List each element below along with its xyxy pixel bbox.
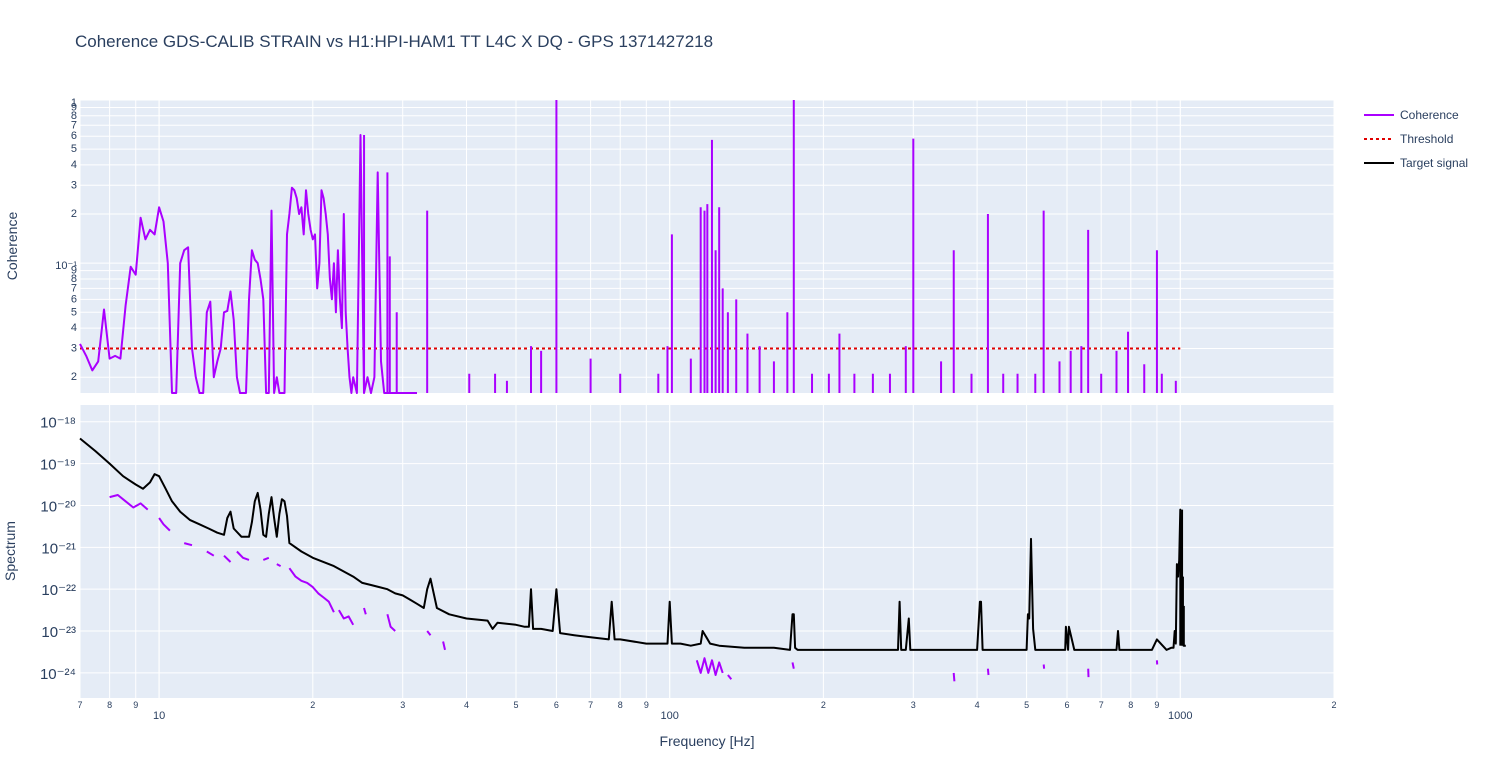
coherent-part-segment — [276, 563, 282, 567]
x-tick-label: 5 — [1024, 700, 1029, 710]
x-tick-label: 9 — [133, 700, 138, 710]
coherence-y-tick-label: 6 — [71, 130, 77, 142]
coherent-part-segment — [426, 630, 432, 636]
coherence-y-tick-label: 6 — [71, 293, 77, 305]
coherence-y-tick-label: 2 — [71, 371, 77, 383]
coherent-part-segment — [223, 554, 232, 563]
coherence-y-tick-label: 3 — [71, 179, 77, 191]
coherent-part-segment — [183, 542, 193, 547]
x-tick-label: 7 — [1099, 700, 1104, 710]
coherence-y-tick-label: 3 — [71, 342, 77, 354]
coherence-y-tick-label: 8 — [71, 110, 77, 122]
coherent-part-segment — [986, 668, 990, 676]
coherent-part-segment — [338, 609, 355, 626]
coherent-part-segment — [206, 550, 215, 557]
x-tick-label: 2 — [310, 700, 315, 710]
x-tick-label: 8 — [1128, 700, 1133, 710]
coherence-y-tick-label: 10⁻¹ — [55, 260, 77, 272]
coherent-part-segment — [109, 494, 149, 511]
coherence-axis-title: Coherence — [4, 212, 20, 281]
coherence-line — [79, 134, 417, 394]
legend: Coherence Threshold Target signal — [1364, 108, 1468, 170]
coherence-y-tick-label: 4 — [71, 322, 77, 334]
x-tick-label: 9 — [1154, 700, 1159, 710]
spectrum-axis-title: Spectrum — [2, 521, 18, 581]
coherent-part-segment — [158, 517, 171, 532]
coherence-y-tick-label: 4 — [71, 159, 77, 171]
legend-label: Threshold — [1400, 132, 1453, 146]
coherent-part-segment — [262, 556, 270, 561]
x-tick-label: 1000 — [1168, 710, 1192, 722]
x-tick-label: 8 — [618, 700, 623, 710]
coherence-y-tick-label: 5 — [71, 143, 77, 155]
x-tick-label: 2 — [1331, 700, 1336, 710]
x-tick-label: 4 — [975, 700, 980, 710]
coherence-y-tick-label: 8 — [71, 273, 77, 285]
x-tick-label: 3 — [400, 700, 405, 710]
x-tick-label: 100 — [661, 710, 679, 722]
x-tick-label: 5 — [513, 700, 518, 710]
coherent-part-segment — [386, 614, 396, 632]
x-tick-label: 10 — [153, 710, 165, 722]
x-axis-title: Frequency [Hz] — [660, 733, 755, 749]
coherent-part-segment — [695, 657, 724, 676]
coherence-y-tick-label: 5 — [71, 306, 77, 318]
coherence-y-tick-label: 9 — [71, 101, 77, 113]
x-tick-label: 7 — [588, 700, 593, 710]
x-tick-label: 7 — [77, 700, 82, 710]
x-tick-label: 3 — [911, 700, 916, 710]
x-tick-label: 9 — [644, 700, 649, 710]
spectrum-y-tick-label: 10⁻¹⁹ — [40, 457, 76, 474]
coherence-y-tick-label: 9 — [71, 265, 77, 277]
spectrum-y-tick-label: 10⁻¹⁸ — [40, 415, 76, 432]
spectrum-y-tick-label: 10⁻²⁰ — [40, 498, 76, 515]
x-tick-label: 4 — [464, 700, 469, 710]
coherence-y-tick-label: 2 — [71, 208, 77, 220]
legend-label: Target signal — [1400, 156, 1468, 170]
spectrum-plot-area — [80, 405, 1334, 698]
spectrum-y-tick-label: 10⁻²³ — [41, 624, 76, 641]
coherent-part-segment — [288, 567, 335, 613]
x-tick-label: 6 — [1065, 700, 1070, 710]
x-tick-label: 6 — [554, 700, 559, 710]
coherent-part-segment — [727, 674, 733, 680]
chart-title: Coherence GDS-CALIB STRAIN vs H1:HPI-HAM… — [75, 32, 714, 51]
spectrum-y-tick-label: 10⁻²¹ — [41, 540, 76, 557]
coherence-y-tick-label: 1 — [71, 97, 77, 109]
series — [79, 100, 1186, 682]
coherence-y-tick-label: 7 — [71, 282, 77, 294]
coherent-part-segment — [363, 607, 367, 615]
spectrum-y-tick-label: 10⁻²⁴ — [40, 666, 76, 683]
coherent-part-segment — [791, 662, 795, 669]
spectrum-y-tick-label: 10⁻²² — [41, 582, 76, 599]
coherence-y-tick-label: 7 — [71, 119, 77, 131]
coherent-part-segment — [952, 672, 956, 682]
legend-label: Coherence — [1400, 108, 1459, 122]
x-tick-label: 2 — [821, 700, 826, 710]
x-tick-label: 8 — [107, 700, 112, 710]
target-signal-line — [79, 437, 1186, 651]
coherent-part-segment — [236, 550, 250, 561]
coherent-part-segment — [442, 641, 446, 651]
